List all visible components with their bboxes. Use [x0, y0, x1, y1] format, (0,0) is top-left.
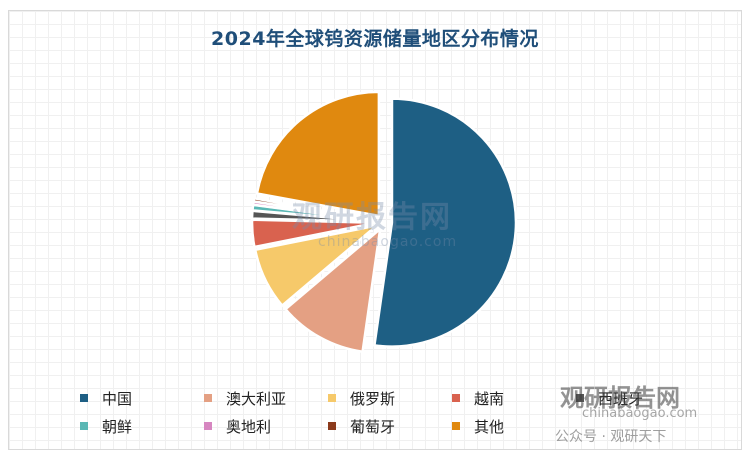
legend: 中国 澳大利亚 俄罗斯 越南 西班牙 朝鲜 奥地利 葡萄牙 其他	[80, 386, 700, 438]
legend-swatch	[80, 394, 88, 402]
legend-label: 朝鲜	[102, 417, 133, 436]
legend-swatch	[80, 422, 88, 430]
legend-swatch	[204, 394, 212, 402]
chart-title: 2024年全球钨资源储量地区分布情况	[211, 28, 539, 50]
legend-label: 中国	[102, 389, 133, 408]
legend-item-spain: 西班牙	[576, 386, 700, 410]
legend-swatch	[452, 394, 460, 402]
legend-swatch	[452, 422, 460, 430]
pie-slice-china	[373, 97, 518, 348]
legend-item-austria: 奥地利	[204, 414, 328, 438]
legend-label: 其他	[474, 417, 505, 436]
pie-slice-australia	[283, 225, 382, 354]
watermark-center-url: chinabaogao.com	[318, 234, 458, 250]
legend-item-north-korea: 朝鲜	[80, 414, 204, 438]
legend-swatch	[576, 394, 584, 402]
legend-label: 越南	[474, 389, 505, 408]
legend-label: 澳大利亚	[226, 389, 287, 408]
legend-item-portugal: 葡萄牙	[328, 414, 452, 438]
legend-label: 奥地利	[226, 417, 272, 436]
pie-slice-russia	[253, 224, 378, 308]
pie-slice-other	[255, 90, 381, 218]
legend-label: 俄罗斯	[350, 389, 396, 408]
watermark-corner-url: chinabaogao.com	[582, 406, 698, 421]
legend-item-china: 中国	[80, 386, 204, 410]
legend-item-other: 其他	[452, 414, 576, 438]
legend-label: 西班牙	[598, 389, 644, 408]
watermark-corner: 观研报告网	[560, 384, 680, 412]
watermark-wechat: 公众号 · 观研天下	[555, 429, 667, 445]
legend-swatch	[328, 422, 336, 430]
legend-swatch	[204, 422, 212, 430]
legend-label: 葡萄牙	[350, 417, 396, 436]
legend-item-vietnam: 越南	[452, 386, 576, 410]
chart-frame	[8, 10, 742, 450]
legend-item-russia: 俄罗斯	[328, 386, 452, 410]
pie-slice-portugal	[252, 196, 377, 222]
watermark-center: 观研报告网	[292, 200, 452, 235]
legend-item-australia: 澳大利亚	[204, 386, 328, 410]
legend-swatch	[328, 394, 336, 402]
